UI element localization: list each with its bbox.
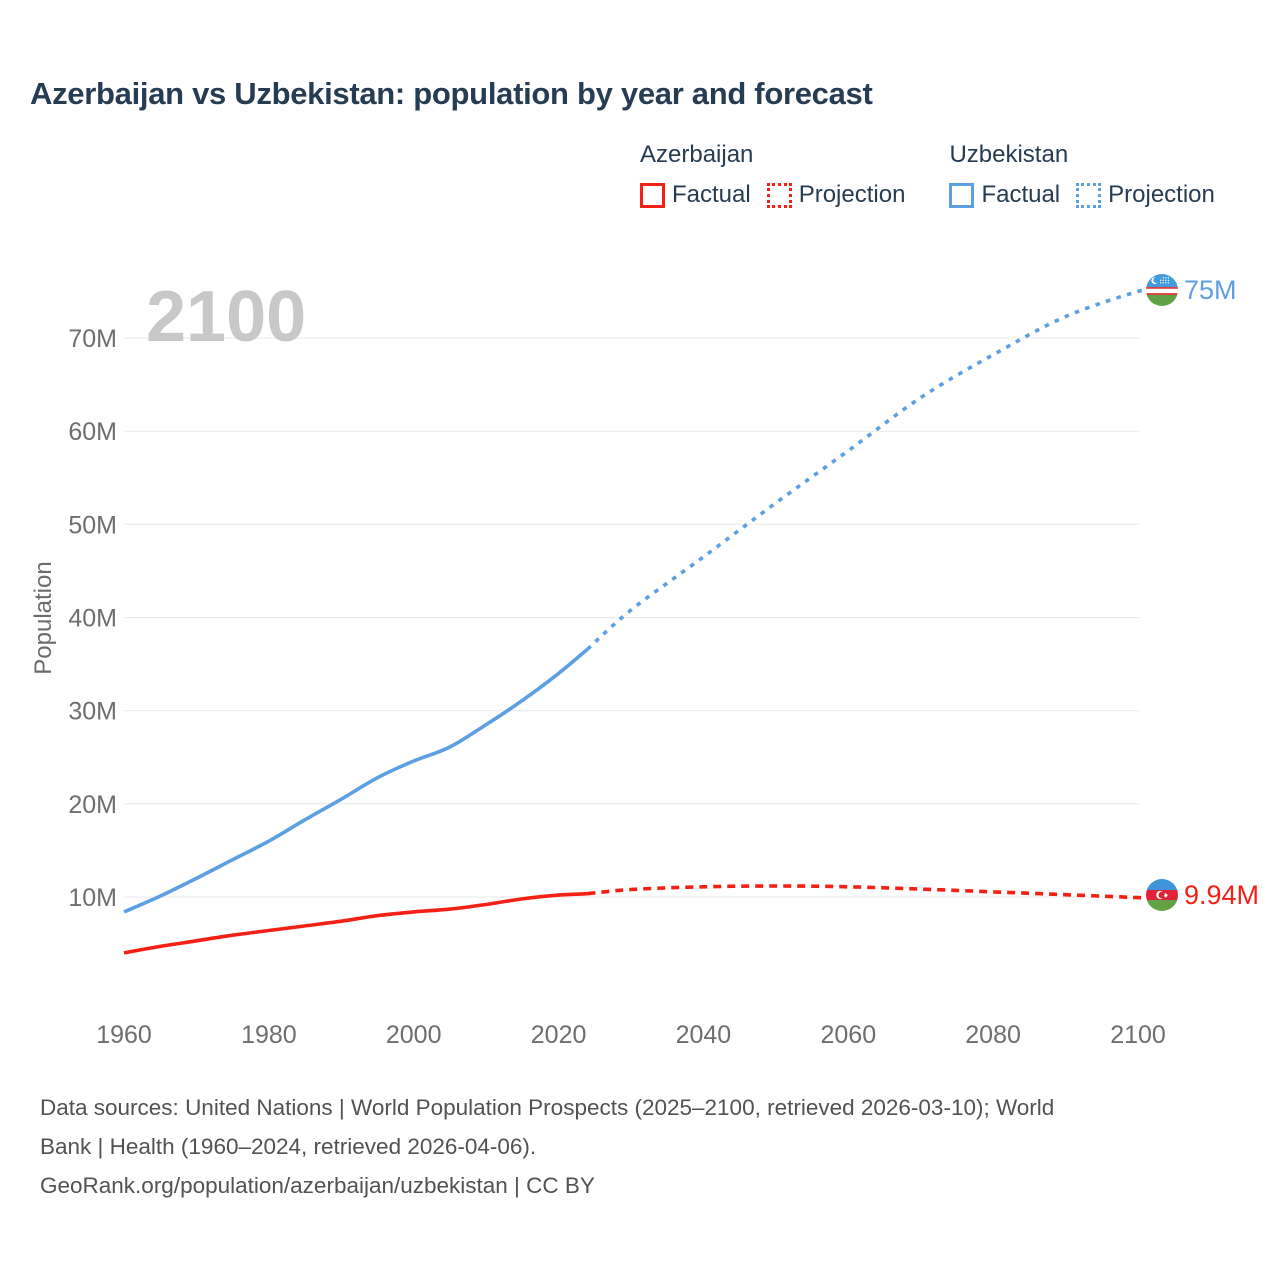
footer: Data sources: United Nations | World Pop… [40, 1088, 1054, 1205]
x-tick-label: 2060 [820, 1021, 876, 1049]
watermark-year: 2100 [146, 277, 306, 357]
uzbekistan-flag-icon [1146, 274, 1178, 306]
footer-line: Bank | Health (1960–2024, retrieved 2026… [40, 1134, 537, 1159]
azerbaijan-factual-line [123, 891, 588, 955]
x-tick-label: 1960 [96, 1021, 152, 1049]
legend-row: Factual Projection [949, 181, 1215, 209]
y-tick-label: 20M [68, 791, 117, 819]
uzbekistan-end-marker: 75M [1146, 274, 1237, 306]
y-tick-label: 60M [68, 418, 117, 446]
azerbaijan-projection-line [587, 884, 1150, 900]
chart-title: Azerbaijan vs Uzbekistan: population by … [30, 76, 873, 111]
y-tick-label: 50M [68, 511, 117, 539]
x-tick-label: 2020 [531, 1021, 587, 1049]
uzbekistan-factual-line [123, 647, 589, 914]
legend-group-uzbekistan: Uzbekistan Factual Projection [949, 141, 1215, 209]
azerbaijan-end-value: 9.94M [1184, 879, 1260, 910]
azerbaijan-flag-icon [1146, 879, 1178, 911]
legend-row: Factual Projection [640, 181, 905, 209]
legend-item-label: Factual [672, 181, 751, 208]
uzbekistan-projection-line [586, 287, 1151, 651]
legend-item-uzbekistan-factual[interactable]: Factual [949, 181, 1060, 209]
legend-item-azerbaijan-projection[interactable]: Projection [766, 181, 906, 209]
y-tick-label: 40M [68, 605, 117, 633]
solid-line-swatch-icon [949, 182, 975, 208]
legend-item-label: Projection [1108, 181, 1215, 208]
y-tick-label: 70M [68, 325, 117, 353]
legend-group-azerbaijan: Azerbaijan Factual Projection [640, 141, 905, 209]
footer-line: Data sources: United Nations | World Pop… [40, 1095, 1055, 1120]
x-tick-label: 1980 [241, 1021, 297, 1049]
x-tick-label: 2080 [965, 1021, 1021, 1049]
dotted-line-swatch-icon [766, 182, 792, 208]
x-tick-label: 2000 [386, 1021, 442, 1049]
footer-link[interactable]: GeoRank.org/population/azerbaijan/uzbeki… [40, 1173, 595, 1198]
x-tick-label: 2100 [1110, 1021, 1166, 1049]
legend-item-uzbekistan-projection[interactable]: Projection [1076, 181, 1215, 209]
y-tick-label: 30M [68, 698, 117, 726]
x-tick-label: 2040 [676, 1021, 732, 1049]
dotted-line-swatch-icon [1076, 182, 1102, 208]
azerbaijan-end-marker: 9.94M [1146, 879, 1259, 911]
y-tick-label: 10M [68, 884, 117, 912]
legend-group-title: Azerbaijan [640, 141, 754, 168]
solid-line-swatch-icon [640, 182, 665, 208]
legend-group-title: Uzbekistan [949, 141, 1069, 168]
legend-item-label: Projection [798, 181, 906, 208]
legend-item-label: Factual [981, 181, 1061, 208]
uzbekistan-end-value: 75M [1184, 274, 1237, 305]
legend-item-azerbaijan-factual[interactable]: Factual [640, 181, 751, 209]
legend: Azerbaijan Factual Projection Uzbekistan… [640, 141, 1215, 209]
